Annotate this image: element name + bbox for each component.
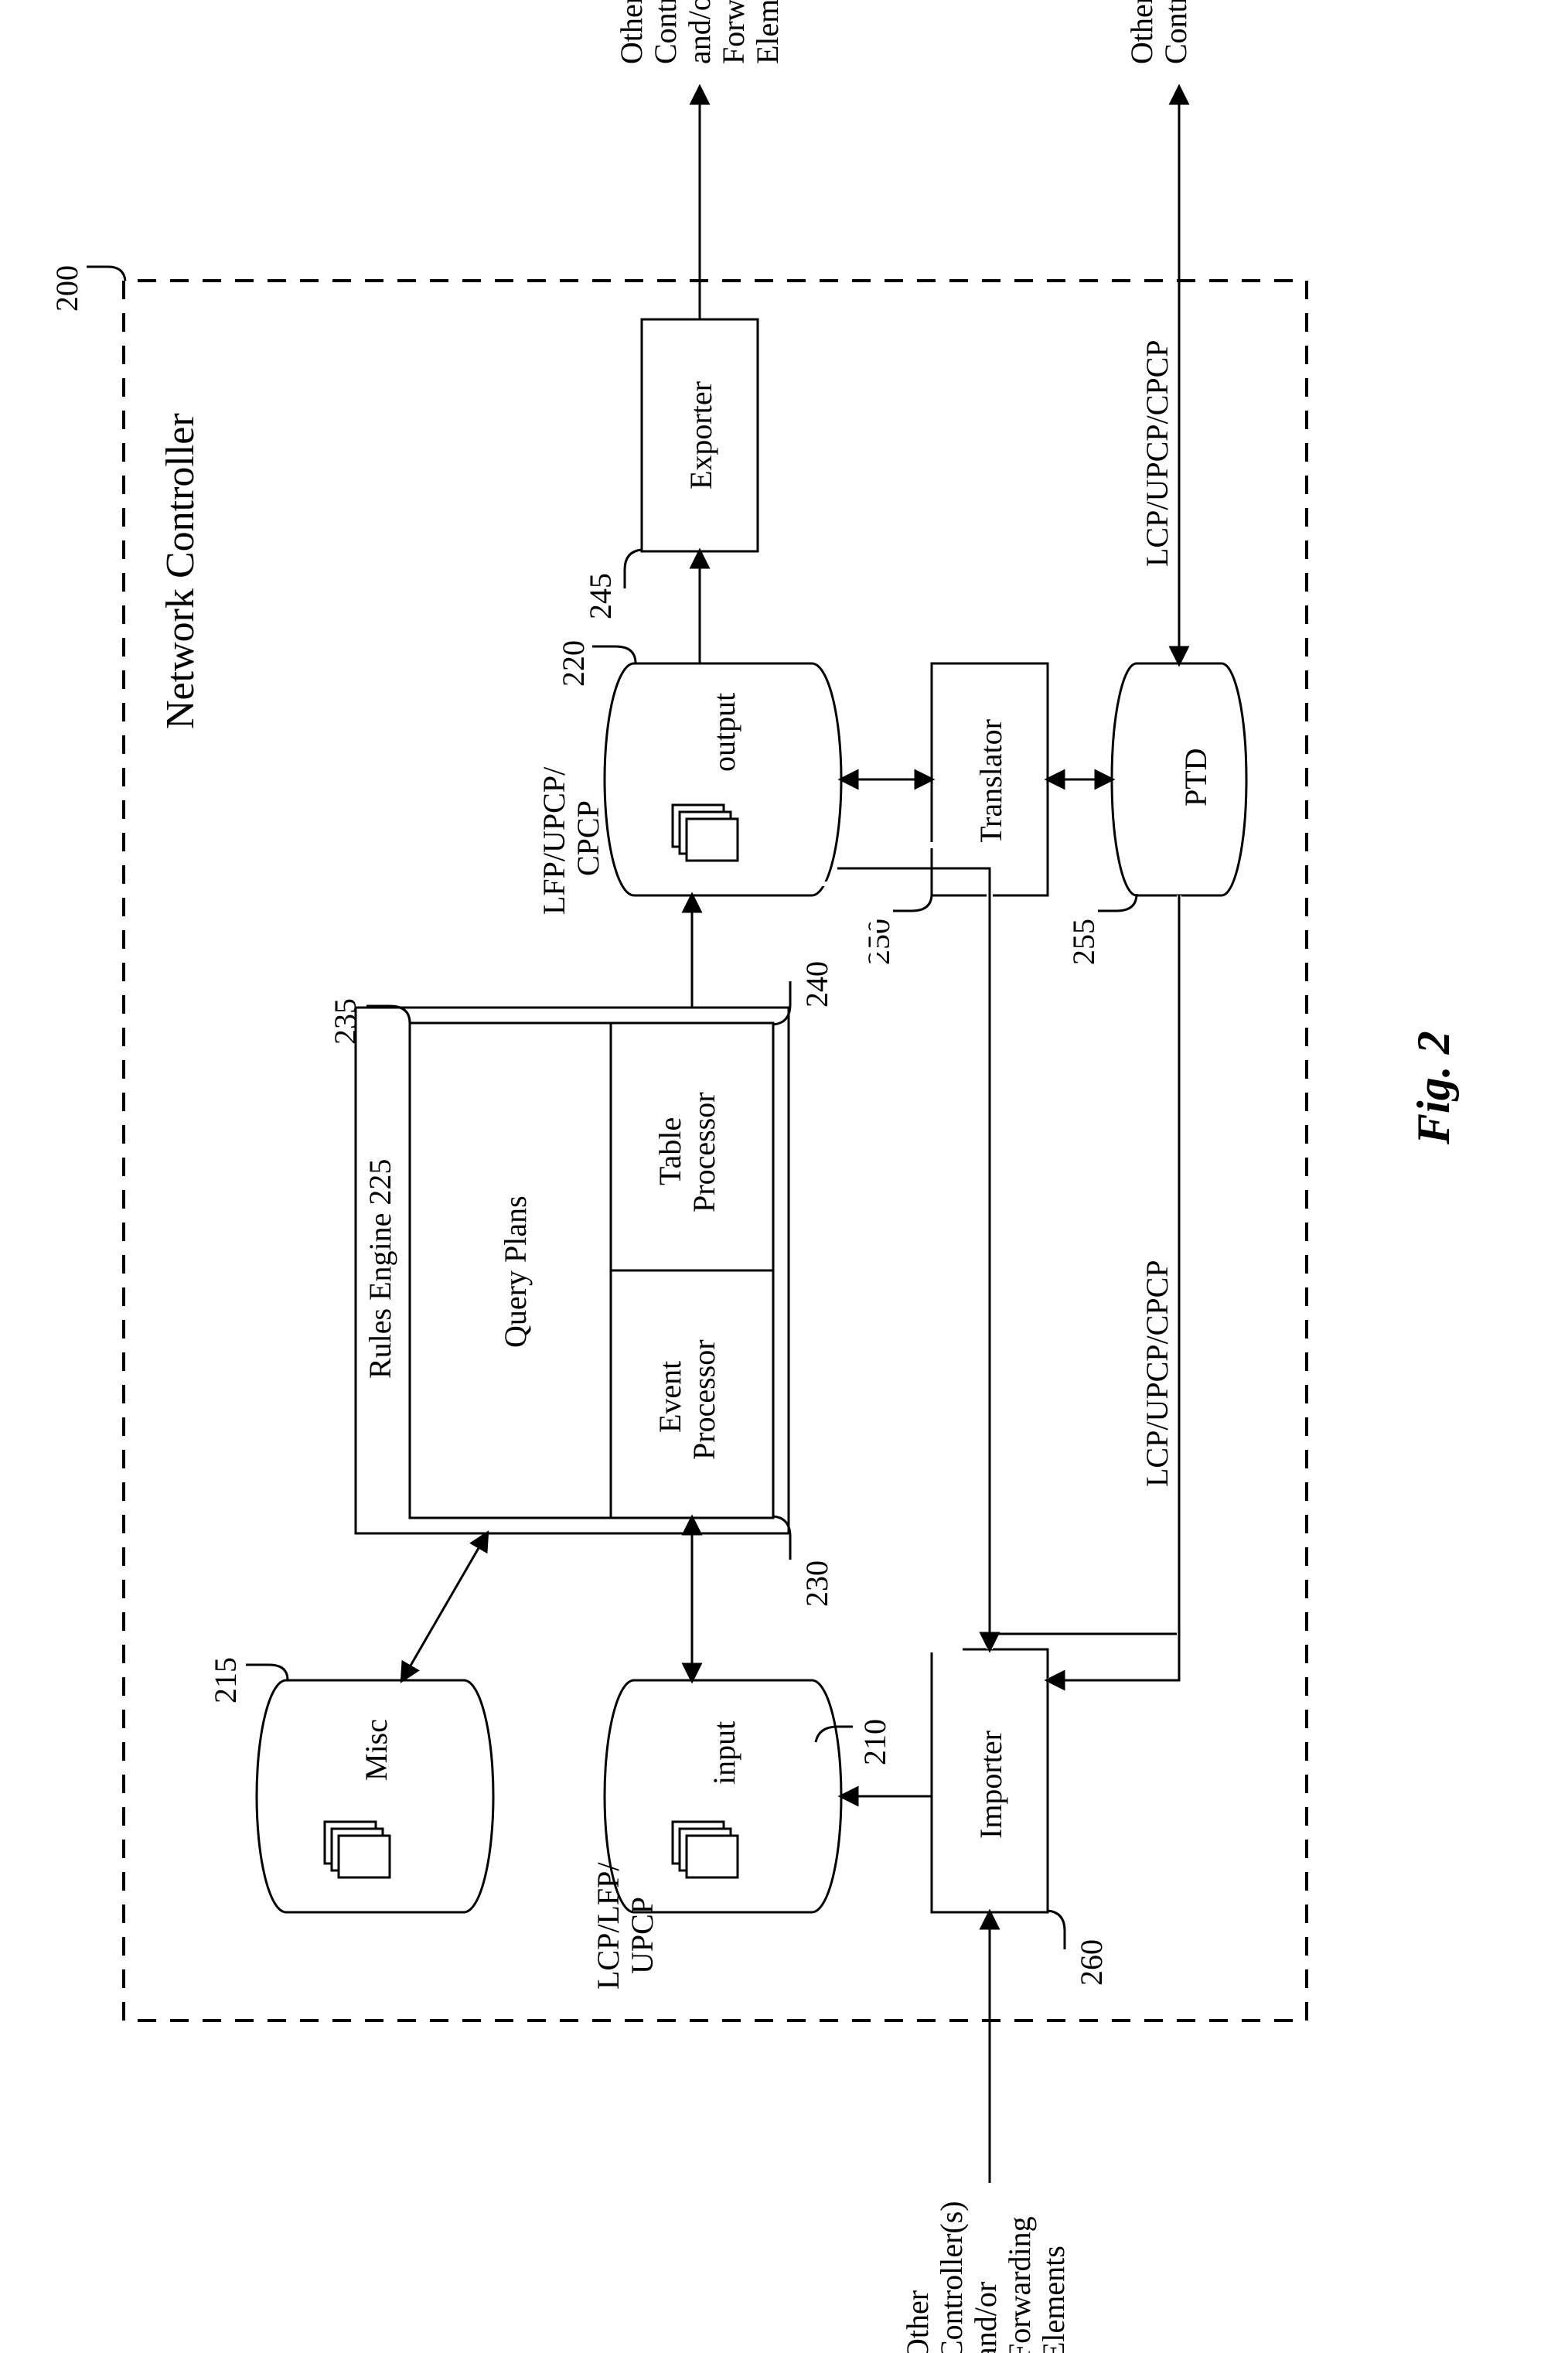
ref-220: 220 [556,640,591,687]
ext-bottom-right: Other Controller(s) [1124,0,1193,64]
svg-text:Processor: Processor [687,1092,721,1212]
ref-255: 255 [1066,919,1101,965]
network-controller-title: Network Controller [159,413,203,729]
svg-text:Exporter: Exporter [683,381,718,489]
svg-text:Processor: Processor [687,1339,721,1460]
ref-245: 245 [583,573,618,619]
edge-output-importer [837,868,990,1649]
edge-label-mid: LCP/UPCP/CPCP [1140,1260,1174,1488]
ptd-cylinder: PTD [1112,663,1246,895]
ext-bottom-left: Other Controller(s) and/or Forwarding El… [900,2193,1071,2353]
svg-text:Misc: Misc [359,1719,394,1781]
output-top-label: LFP/UPCP/ CPCP [537,759,605,915]
svg-text:input: input [707,1721,741,1785]
ref-235: 235 [328,998,363,1045]
rules-engine-box: Rules Engine 225 Query Plans Event Proce… [356,1008,789,1533]
svg-text:Translator: Translator [973,719,1008,845]
svg-text:Table: Table [653,1117,687,1185]
edge-misc-rules [402,1533,487,1680]
edge-label-right: LCP/UPCP/CPCP [1140,340,1174,568]
svg-text:Rules Engine 225: Rules Engine 225 [363,1159,397,1379]
ref-210: 210 [857,1719,892,1765]
misc-cylinder: Misc [257,1680,493,1912]
ref-250: 250 [861,919,896,965]
ext-top: Other Controller(s) and/or Forwarding El… [614,0,785,64]
ref-240: 240 [799,961,834,1008]
ref-200: 200 [49,265,84,312]
output-cylinder: output [605,663,841,895]
ref-230: 230 [799,1560,834,1607]
svg-text:Event: Event [653,1361,687,1433]
svg-text:Importer: Importer [973,1731,1008,1839]
ref-260: 260 [1074,1939,1109,1986]
input-cylinder: input [605,1680,841,1912]
diagram-svg: 200 Network Controller Misc 215 input LC… [0,0,1568,2353]
svg-text:output: output [707,693,741,772]
ref-215: 215 [208,1657,243,1703]
svg-text:Query Plans: Query Plans [498,1195,533,1348]
svg-text:PTD: PTD [1178,748,1213,806]
